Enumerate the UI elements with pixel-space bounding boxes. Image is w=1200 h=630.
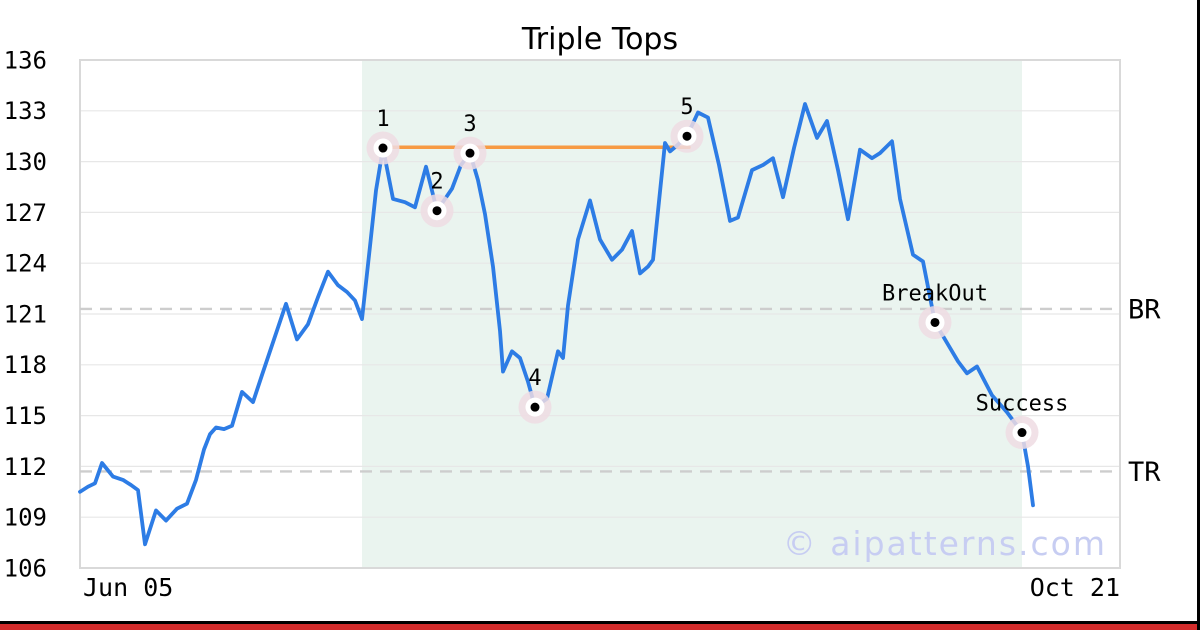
marker-dot [465,148,475,158]
y-tick-label: 124 [4,250,47,278]
y-tick-label: 130 [4,148,47,176]
annotation-label: 2 [430,170,443,195]
bottom-red-bar [0,624,1200,630]
annotation-label: 3 [463,112,476,137]
annotation-label: Success [976,392,1069,417]
x-axis-label-start: Jun 05 [83,573,173,602]
level-label: BR [1128,294,1161,325]
watermark: © aipatterns.com [783,524,1107,563]
y-tick-label: 115 [4,402,47,430]
marker-dot [378,143,388,153]
marker-dot [682,131,692,141]
marker-dot [1017,428,1027,438]
price-line [78,102,1035,547]
marker-dot [432,206,442,216]
x-axis-label-end: Oct 21 [1030,573,1120,602]
y-tick-label: 136 [4,46,47,74]
plot-border [79,59,1121,569]
annotation-label: 1 [376,107,389,132]
marker-dot [930,317,940,327]
bottom-border-line [0,621,1200,624]
y-tick-label: 112 [4,453,47,481]
marker-dot [530,402,540,412]
y-tick-label: 106 [4,554,47,582]
annotation-label: 5 [680,95,693,120]
y-tick-label: 118 [4,351,47,379]
y-tick-label: 127 [4,199,47,227]
y-tick-label: 133 [4,97,47,125]
y-tick-label: 109 [4,504,47,532]
level-label: TR [1128,457,1161,488]
right-border-line [1197,0,1200,630]
y-tick-label: 121 [4,300,47,328]
chart-title: Triple Tops [521,22,678,57]
annotation-label: BreakOut [882,281,988,306]
annotation-label: 4 [528,366,541,391]
